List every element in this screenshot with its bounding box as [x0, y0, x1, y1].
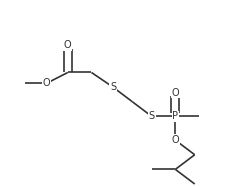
Text: O: O	[172, 135, 179, 145]
Text: P: P	[172, 111, 178, 121]
Text: S: S	[149, 111, 155, 121]
Text: S: S	[110, 82, 116, 92]
Text: O: O	[64, 40, 72, 50]
Text: O: O	[42, 78, 50, 88]
Text: O: O	[172, 88, 179, 98]
